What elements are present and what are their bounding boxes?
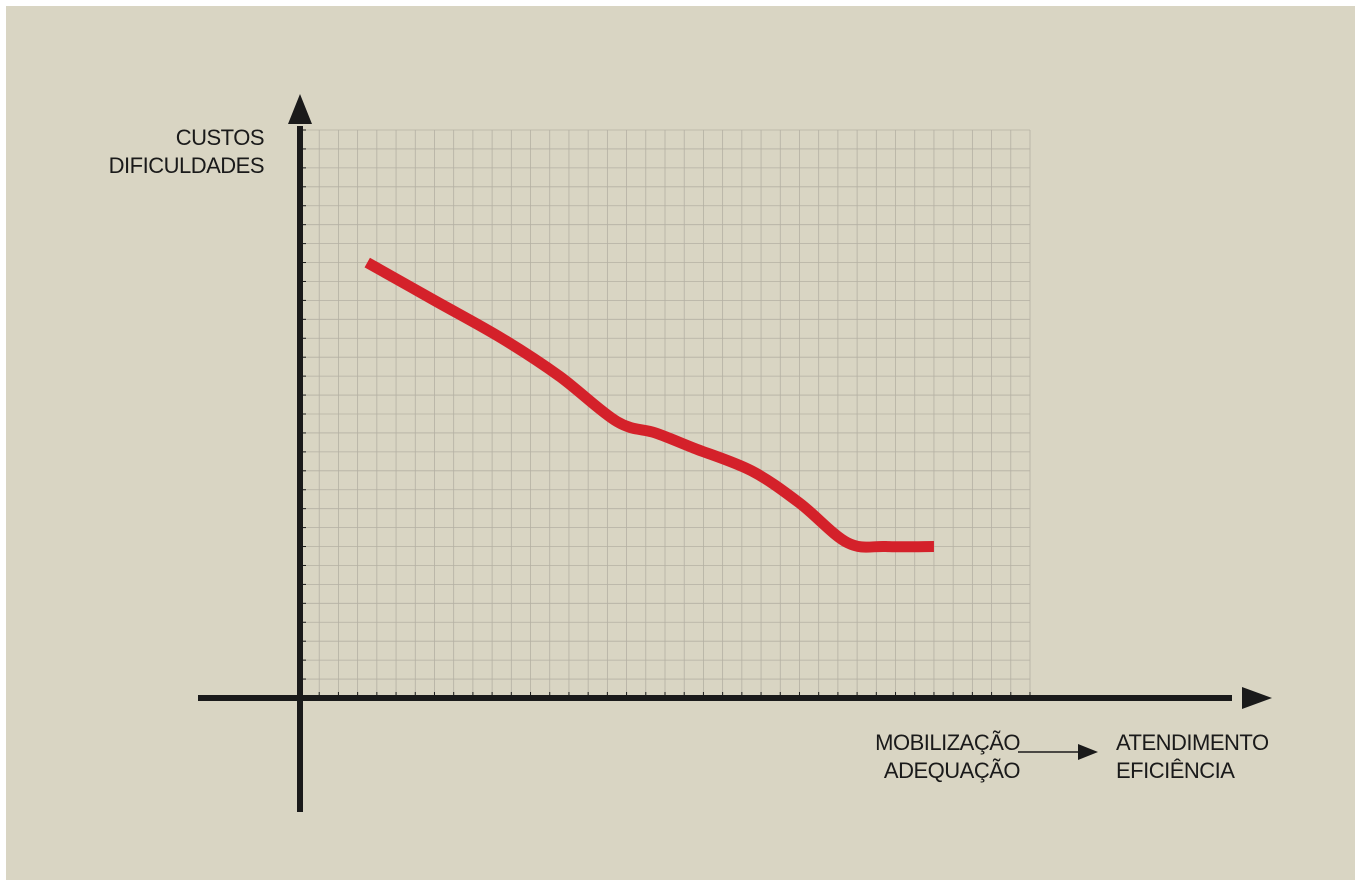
y-axis-label-line2: DIFICULDADES bbox=[108, 153, 265, 178]
y-axis-label: CUSTOS DIFICULDADES bbox=[90, 124, 265, 180]
flow-arrow-icon bbox=[1078, 744, 1098, 760]
x-axis-label-to-line2: EFICIÊNCIA bbox=[1116, 758, 1235, 783]
x-axis-label-to: ATENDIMENTO EFICIÊNCIA bbox=[1116, 729, 1316, 785]
x-axis-label-from-line2: ADEQUAÇÃO bbox=[883, 758, 1021, 783]
chart-grid bbox=[299, 129, 1031, 699]
y-axis-arrow-icon bbox=[288, 94, 312, 124]
x-axis-label-from: MOBILIZAÇÃO ADEQUAÇÃO bbox=[820, 729, 1020, 785]
x-axis-label-from-line1: MOBILIZAÇÃO bbox=[875, 730, 1020, 755]
x-axis-label-to-line1: ATENDIMENTO bbox=[1116, 730, 1269, 755]
series-line bbox=[364, 257, 934, 553]
y-axis-label-line1: CUSTOS bbox=[175, 125, 265, 150]
x-axis-arrow-icon bbox=[1242, 687, 1272, 709]
